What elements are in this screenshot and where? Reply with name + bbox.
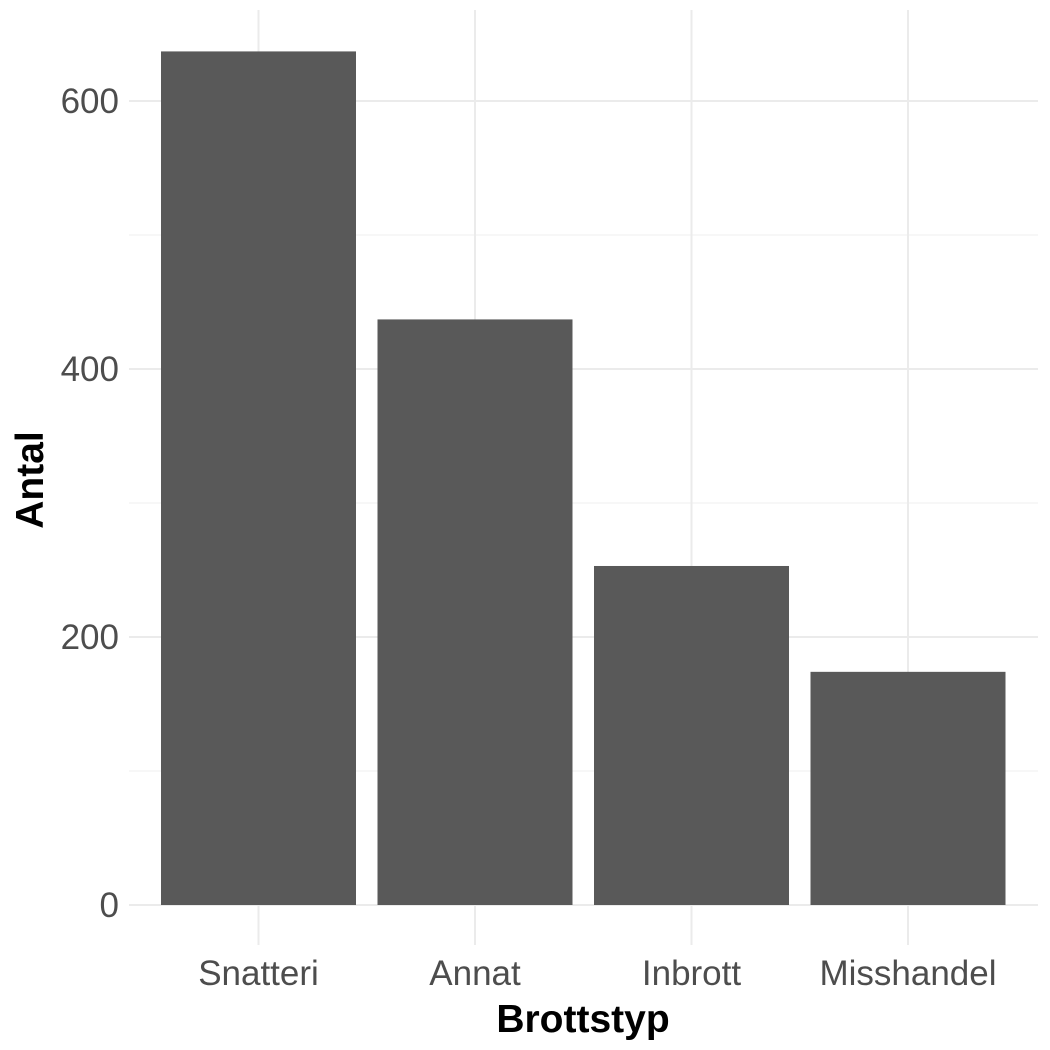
x-tick-label: Annat (429, 954, 521, 993)
y-tick-label: 600 (61, 82, 119, 121)
y-tick-label: 400 (61, 350, 119, 389)
x-tick-label: Snatteri (198, 954, 319, 993)
y-axis-ticks: 0 200 400 600 (61, 82, 119, 925)
x-axis-ticks: Snatteri Annat Inbrott Misshandel (198, 954, 996, 993)
bar-inbrott (594, 565, 789, 905)
bar-annat (377, 319, 573, 905)
y-axis-title: Antal (9, 431, 52, 529)
bar-misshandel (810, 671, 1006, 905)
x-tick-label: Misshandel (819, 954, 996, 993)
x-axis-title: Brottstyp (496, 998, 669, 1041)
y-tick-label: 0 (100, 886, 119, 925)
bar-snatteri (161, 51, 356, 906)
x-tick-label: Inbrott (642, 954, 741, 993)
bars (161, 51, 1006, 906)
y-tick-label: 200 (61, 618, 119, 657)
